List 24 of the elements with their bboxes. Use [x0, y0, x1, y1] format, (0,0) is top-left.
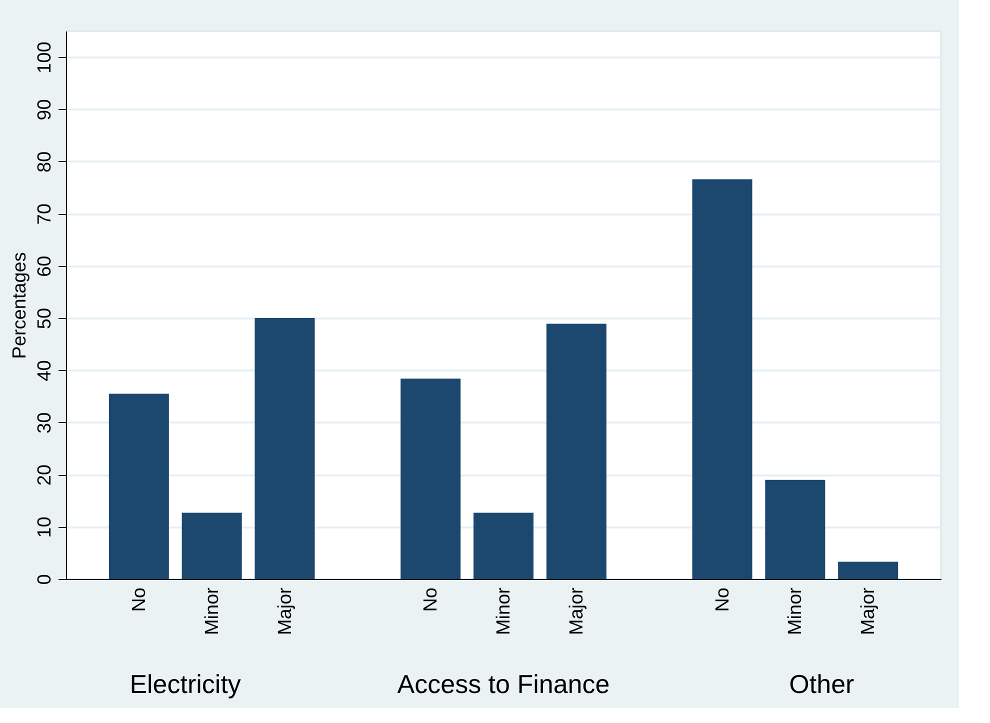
x-tick-label: No: [712, 588, 734, 612]
x-tick-label: Major: [858, 586, 880, 636]
x-tick-label: Minor: [494, 586, 514, 636]
y-tick-label: 20: [34, 464, 56, 486]
x-tick-label: No: [128, 588, 150, 612]
x-tick-label: No: [420, 588, 442, 612]
x-tick-label: Major: [274, 586, 296, 636]
y-tick-label: 60: [34, 256, 56, 277]
y-tick-label: 80: [34, 151, 56, 173]
x-tick-label: Minor: [202, 586, 223, 636]
text: Other: [789, 669, 855, 699]
y-tick-label: 100: [34, 42, 56, 74]
x-tick-label: Minor: [785, 586, 806, 636]
y-tick-label: 70: [34, 204, 56, 225]
text: Electricity: [130, 669, 241, 699]
y-tick-label: 10: [34, 516, 56, 538]
text: Access to Finance: [397, 669, 610, 699]
y-tick-label: 90: [34, 99, 56, 120]
y-tick-label: 50: [34, 308, 56, 330]
y-tick-label: 40: [34, 360, 56, 382]
x-tick-label: Major: [566, 586, 588, 636]
y-tick-label: 0: [34, 574, 56, 585]
y-axis-title: Percentages: [10, 252, 30, 359]
y-tick-label: 30: [34, 412, 56, 434]
